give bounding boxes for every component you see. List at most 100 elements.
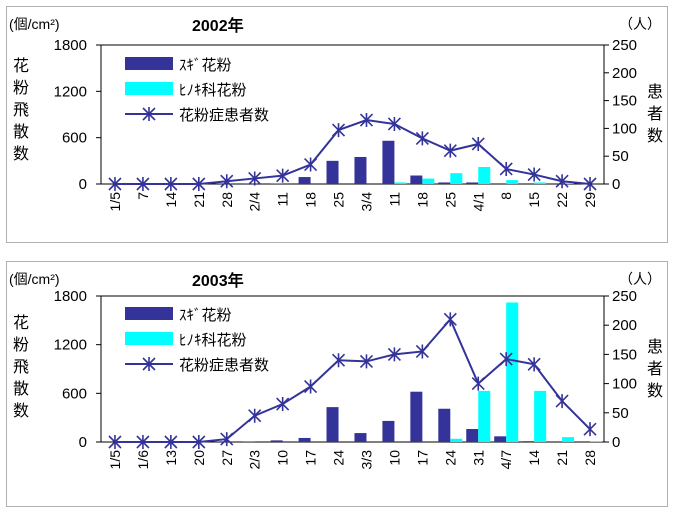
y-right-label-char: 数 [647,382,663,400]
patients-line [114,317,591,443]
bar [590,441,603,442]
patients-line [114,119,591,185]
patients-point [220,432,234,447]
patients-point [136,177,150,191]
bar [298,437,311,442]
patients-point [108,177,122,191]
bar [534,390,547,442]
y-right-tick-label: 250 [612,37,637,54]
x-tick-label: 22 [554,192,570,208]
y-right-label-char: 数 [647,127,663,145]
bar [354,433,367,442]
bar [562,437,575,442]
bar [466,182,479,184]
x-tick-label: 28 [219,192,235,208]
y-left-label-char: 数 [13,145,29,163]
patients-point [583,177,597,191]
y-left-unit: (個/cm²) [9,16,60,32]
x-tick-label: 13 [163,450,179,466]
bar [534,182,547,184]
patients-point [443,143,457,158]
x-tick-label: 8 [498,192,514,200]
chart-panel-2002: 2002年 (個/cm²) （人）花粉飛散数患者数 0 600 1200 1800 0 50 10… [6,6,668,243]
x-tick-label: 18 [414,192,430,208]
bar [466,429,479,442]
y-left-tick-label: 600 [62,130,87,147]
y-right-tick-label: 0 [612,434,620,451]
bar [354,156,367,184]
y-left-label-char: 飛 [13,102,29,119]
y-right-label-char: 者 [647,105,663,123]
legend-hinoki-swatch [125,332,173,345]
y-right-tick-label: 50 [612,148,629,165]
legend-hinoki-label: ﾋﾉｷ科花粉 [179,82,247,99]
y-right-tick-label: 50 [612,405,629,422]
patients-point [331,123,346,138]
y-right-unit: （人） [619,271,661,287]
patients-point [192,435,206,449]
patients-point [499,161,513,176]
patients-point [164,177,178,191]
bar [494,436,507,442]
x-tick-label: 11 [386,192,402,207]
y-left-tick-label: 0 [79,434,87,451]
bar [326,407,339,442]
x-tick-label: 15 [526,192,542,208]
x-tick-label: 2/4 [247,192,263,212]
legend-patients-label: 花粉症患者数 [179,107,269,124]
x-tick-label: 1/6 [135,450,151,470]
patients-point [583,422,597,437]
chart-title: 2002年 [192,16,244,35]
x-tick-label: 14 [526,450,542,466]
legend-sugi-swatch [125,57,173,70]
x-tick-label: 28 [582,450,598,466]
bar [382,420,395,442]
patients-point [415,344,429,359]
y-left-label-char: 花 [13,57,29,75]
bar [478,390,491,442]
legend-sugi-label: ｽｷﾞ花粉 [179,57,232,74]
bar [450,438,463,442]
bar [326,160,339,184]
patients-point [136,435,150,449]
y-right-tick-label: 200 [612,65,637,82]
patients-point [192,177,206,191]
patients-point [387,116,401,131]
y-left-tick-label: 1800 [54,37,87,54]
y-right-tick-label: 250 [612,288,637,305]
y-right-label-char: 患 [647,83,663,101]
y-right-label-char: 患 [647,338,663,356]
x-tick-label: 18 [303,192,319,208]
x-tick-label: 29 [582,192,598,208]
patients-point [248,171,262,186]
patients-point [471,376,485,391]
patients-point [331,353,346,368]
x-tick-label: 10 [275,450,291,466]
y-left-label-char: 粉 [13,79,29,97]
x-tick-label: 24 [331,450,347,466]
bar [506,302,519,442]
x-tick-label: 3/4 [358,192,374,212]
y-right-unit: （人） [619,16,661,32]
y-left-tick-label: 1200 [54,83,87,100]
x-tick-label: 2/3 [247,450,263,470]
patients-point [276,397,290,412]
legend-patients-label: 花粉症患者数 [179,357,269,374]
chart-title: 2003年 [192,271,244,290]
y-left-label-char: 花 [13,314,29,332]
bar [382,140,395,184]
y-right-label-char: 者 [647,360,663,378]
x-tick-label: 1/5 [107,450,123,470]
patients-point [276,168,290,183]
y-right-tick-label: 150 [612,93,637,110]
bar [478,167,491,184]
x-tick-label: 3/3 [358,450,374,470]
legend-hinoki-label: ﾋﾉｷ科花粉 [179,332,247,349]
x-tick-label: 25 [331,192,347,208]
x-tick-label: 7 [135,192,151,200]
patients-point [415,131,429,146]
chart-2003: 2003年(個/cm²) （人）花粉飛散数患者数06001200180005010… [9,271,663,470]
x-tick-label: 4/7 [498,450,514,470]
y-left-tick-label: 1800 [54,288,87,305]
bar [506,180,519,184]
